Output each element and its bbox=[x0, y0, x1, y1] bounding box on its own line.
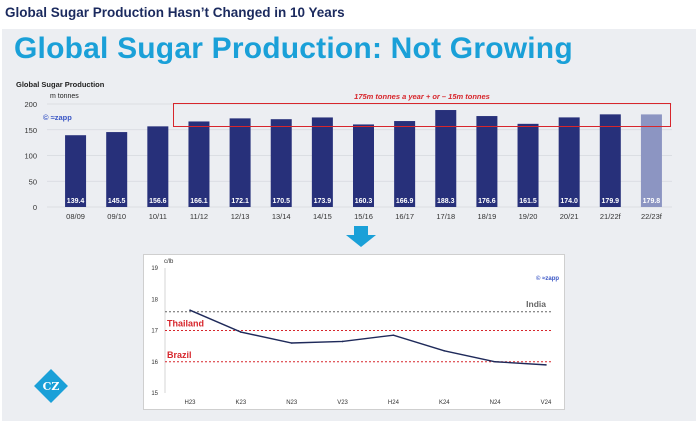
price-chart-card bbox=[143, 254, 565, 410]
bar-x-tick-label: 15/16 bbox=[354, 212, 373, 221]
bar-value-label: 173.9 bbox=[314, 198, 332, 205]
bar bbox=[394, 121, 416, 207]
bar bbox=[147, 126, 169, 207]
bar-x-tick-label: 09/10 bbox=[107, 212, 126, 221]
reference-label-thailand: Thailand bbox=[167, 319, 204, 329]
price-point bbox=[392, 334, 395, 336]
bar-value-label: 166.1 bbox=[190, 198, 208, 205]
bar-x-tick-label: 11/12 bbox=[190, 212, 208, 221]
price-point bbox=[240, 331, 242, 333]
price-point bbox=[290, 342, 293, 344]
bar-value-label: 139.4 bbox=[67, 198, 85, 205]
bar-x-tick-label: 13/14 bbox=[272, 212, 291, 221]
line-y-tick-label: 18 bbox=[151, 297, 158, 303]
bar bbox=[558, 117, 580, 207]
bar-value-label: 174.0 bbox=[560, 198, 578, 205]
bar-value-label: 156.6 bbox=[149, 198, 167, 205]
page-heading: Global Sugar Production Hasn’t Changed i… bbox=[5, 5, 345, 20]
bar bbox=[435, 110, 457, 207]
bar bbox=[188, 121, 210, 207]
line-x-tick-label: N24 bbox=[490, 400, 502, 406]
range-annotation-box: 175m tonnes a year + or – 15m tonnes bbox=[173, 92, 671, 127]
line-x-tick-label: H23 bbox=[184, 400, 196, 406]
cz-logo-icon: CZ bbox=[34, 369, 68, 403]
line-chart-copyright: © ≈zapp bbox=[536, 275, 559, 282]
down-arrow-icon bbox=[346, 226, 376, 247]
bar-x-tick-label: 08/09 bbox=[66, 212, 85, 221]
bar-value-label: 170.5 bbox=[272, 198, 290, 205]
bar-chart-unit: m tonnes bbox=[50, 93, 79, 100]
bar bbox=[599, 114, 621, 207]
bar-x-tick-label: 16/17 bbox=[395, 212, 414, 221]
bar-value-label: 179.8 bbox=[643, 198, 661, 205]
bar-x-tick-label: 22/23f bbox=[641, 212, 663, 221]
line-y-tick-label: 19 bbox=[151, 266, 158, 272]
bar-x-tick-label: 19/20 bbox=[519, 212, 538, 221]
reference-label-brazil: Brazil bbox=[167, 350, 192, 360]
bar bbox=[270, 119, 292, 207]
line-x-tick-label: V23 bbox=[337, 400, 348, 406]
price-point bbox=[189, 309, 191, 311]
svg-text:CZ: CZ bbox=[43, 380, 60, 393]
bar bbox=[106, 132, 128, 207]
line-y-tick-label: 17 bbox=[151, 329, 158, 335]
bar-y-tick-label: 100 bbox=[24, 152, 37, 161]
bar-value-label: 166.9 bbox=[396, 198, 414, 205]
line-x-tick-label: N23 bbox=[286, 400, 298, 406]
line-x-tick-label: K23 bbox=[236, 400, 247, 406]
bar-value-label: 172.1 bbox=[231, 198, 249, 205]
bar-value-label: 145.5 bbox=[108, 198, 126, 205]
bar-y-tick-label: 0 bbox=[33, 203, 37, 212]
bar bbox=[640, 114, 662, 207]
bar-y-tick-label: 200 bbox=[24, 100, 37, 109]
bar-x-tick-label: 18/19 bbox=[478, 212, 497, 221]
bar bbox=[517, 123, 539, 207]
line-y-tick-label: 16 bbox=[151, 360, 158, 366]
price-point bbox=[545, 364, 547, 366]
bar bbox=[65, 135, 87, 207]
bar-x-tick-label: 17/18 bbox=[436, 212, 455, 221]
bar-x-tick-label: 12/13 bbox=[231, 212, 250, 221]
price-series-line bbox=[189, 309, 547, 366]
bar bbox=[311, 117, 333, 207]
bar-value-label: 160.3 bbox=[355, 198, 373, 205]
price-point bbox=[443, 350, 446, 352]
bar-chart-title: Global Sugar Production bbox=[16, 80, 105, 89]
price-point bbox=[341, 340, 344, 343]
slide-title: Global Sugar Production: Not Growing bbox=[14, 32, 573, 65]
bar-x-tick-label: 20/21 bbox=[560, 212, 579, 221]
bar-x-tick-label: 21/22f bbox=[600, 212, 622, 221]
bar-y-tick-label: 50 bbox=[29, 177, 37, 186]
line-x-tick-label: H24 bbox=[388, 400, 400, 406]
bar-y-tick-label: 150 bbox=[24, 126, 37, 135]
bar-value-label: 179.9 bbox=[602, 198, 620, 205]
line-x-tick-label: K24 bbox=[439, 400, 450, 406]
price-point bbox=[494, 360, 496, 363]
bar-value-label: 161.5 bbox=[519, 198, 537, 205]
line-x-tick-label: V24 bbox=[541, 400, 552, 406]
bar-x-tick-label: 14/15 bbox=[313, 212, 332, 221]
reference-label-india: India bbox=[526, 299, 546, 309]
line-y-unit-label: c/lb bbox=[164, 259, 174, 265]
bar-value-label: 176.6 bbox=[478, 198, 496, 205]
bar-value-label: 188.3 bbox=[437, 198, 455, 205]
line-y-tick-label: 15 bbox=[151, 391, 158, 397]
bar bbox=[476, 116, 498, 207]
range-annotation-text: 175m tonnes a year + or – 15m tonnes bbox=[354, 92, 490, 101]
bar-chart-copyright: © ≈zapp bbox=[43, 113, 72, 122]
bar bbox=[353, 124, 374, 207]
bar-x-tick-label: 10/11 bbox=[149, 212, 167, 221]
bar bbox=[229, 118, 251, 207]
